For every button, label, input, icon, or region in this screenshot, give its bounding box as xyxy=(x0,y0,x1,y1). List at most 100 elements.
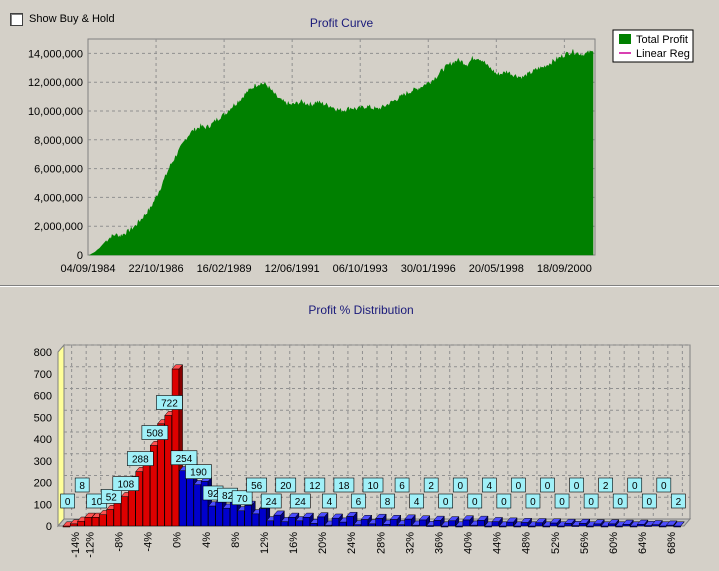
data-label: 2 xyxy=(423,477,439,493)
bar-top xyxy=(476,515,489,521)
bar-top xyxy=(462,515,474,521)
data-label: 4 xyxy=(322,493,337,509)
data-label: 0 xyxy=(656,477,672,493)
bar xyxy=(106,509,114,527)
x-tick-label: 16% xyxy=(288,532,300,554)
show-buy-hold-checkbox[interactable]: Show Buy & Hold xyxy=(10,10,115,28)
x-tick-label: 60% xyxy=(608,532,620,554)
y-tick-label: 600 xyxy=(34,391,52,403)
bar xyxy=(215,501,223,527)
bar-top xyxy=(171,364,184,370)
data-label: 8 xyxy=(380,493,395,509)
x-tick-label: 68% xyxy=(666,532,678,554)
data-label-text: 0 xyxy=(443,497,449,508)
data-label-box xyxy=(351,493,366,509)
bar xyxy=(564,523,572,527)
bar xyxy=(506,521,514,527)
x-tick-label: 12/06/1991 xyxy=(265,263,320,275)
bar xyxy=(222,507,231,527)
x-tick-label: 06/10/1993 xyxy=(333,263,388,275)
data-label: 24 xyxy=(289,493,311,509)
legend-label-linear-reg: Linear Reg xyxy=(636,48,690,60)
x-tick-label: -14% xyxy=(70,532,82,558)
data-label-text: 6 xyxy=(399,481,405,492)
bar xyxy=(237,510,245,527)
bar xyxy=(193,484,202,527)
data-label-box xyxy=(554,493,570,509)
bar xyxy=(462,519,471,527)
data-label: 56 xyxy=(246,477,267,493)
x-tick-label: 04/09/1984 xyxy=(60,263,115,275)
data-label-text: 0 xyxy=(516,481,522,492)
bar xyxy=(70,523,78,527)
bar-top xyxy=(302,512,314,518)
data-label-text: 18 xyxy=(338,481,350,492)
data-label: 0 xyxy=(467,493,483,509)
bar xyxy=(549,522,558,527)
data-label-box xyxy=(482,477,497,493)
data-label-text: 508 xyxy=(147,429,164,440)
bar xyxy=(404,518,412,527)
legend-swatch-total-profit xyxy=(619,34,631,44)
bar xyxy=(360,519,369,527)
x-tick-label: 24% xyxy=(346,532,358,554)
data-label: 0 xyxy=(540,477,555,493)
data-label: 52 xyxy=(100,489,122,504)
bar xyxy=(535,522,543,527)
bar-top xyxy=(636,519,649,525)
bar xyxy=(608,523,616,527)
bar xyxy=(120,496,129,527)
data-label: 0 xyxy=(60,493,75,509)
data-label-box xyxy=(246,477,267,493)
y-tick-label: 4,000,000 xyxy=(34,192,83,204)
bar-top xyxy=(520,518,533,523)
bar-top xyxy=(273,510,285,516)
bar-top xyxy=(418,515,431,521)
bar xyxy=(375,518,383,527)
data-label: 70 xyxy=(231,490,253,506)
show-buy-hold-label: Show Buy & Hold xyxy=(29,13,115,25)
checkbox-box[interactable] xyxy=(10,12,23,26)
y-tick-label: 100 xyxy=(34,499,52,511)
data-label: 190 xyxy=(185,464,212,479)
data-label-text: 10 xyxy=(91,497,103,508)
data-label-text: 20 xyxy=(280,481,292,492)
data-label-box xyxy=(100,489,122,504)
data-label: 0 xyxy=(627,477,643,493)
bar xyxy=(637,524,645,527)
data-label-text: 10 xyxy=(367,481,379,492)
data-label-text: 8 xyxy=(385,497,391,508)
y-tick-label: 6,000,000 xyxy=(34,164,83,176)
data-label-text: 0 xyxy=(457,481,463,492)
data-label-text: 722 xyxy=(161,399,178,410)
data-label-text: 52 xyxy=(106,492,118,503)
data-label-text: 0 xyxy=(661,481,667,492)
data-label-text: 108 xyxy=(117,480,134,491)
data-label-box xyxy=(304,477,326,493)
data-label-box xyxy=(289,493,311,509)
bar xyxy=(273,514,282,527)
x-tick-label: 12% xyxy=(259,532,271,554)
bar-top xyxy=(360,515,373,520)
data-label-box xyxy=(322,493,337,509)
y-tick-label: 12,000,000 xyxy=(28,77,83,89)
data-label: 6 xyxy=(394,477,410,493)
bar xyxy=(622,524,630,527)
data-label: 18 xyxy=(333,477,355,493)
data-label: 8 xyxy=(74,477,90,493)
data-label-box xyxy=(598,477,613,493)
x-tick-label: 4% xyxy=(201,532,213,548)
bar-top xyxy=(447,516,460,522)
x-tick-label: 48% xyxy=(521,532,533,554)
data-label-text: 92 xyxy=(207,489,219,500)
bar-top xyxy=(622,519,634,525)
x-tick-label: 0% xyxy=(172,532,184,548)
bar xyxy=(84,517,92,527)
data-label-text: 0 xyxy=(647,497,653,508)
data-label-text: 288 xyxy=(132,455,149,466)
bar xyxy=(389,519,398,527)
data-label-box xyxy=(671,493,686,509)
data-label: 0 xyxy=(612,493,628,509)
data-label-text: 82 xyxy=(222,491,234,502)
